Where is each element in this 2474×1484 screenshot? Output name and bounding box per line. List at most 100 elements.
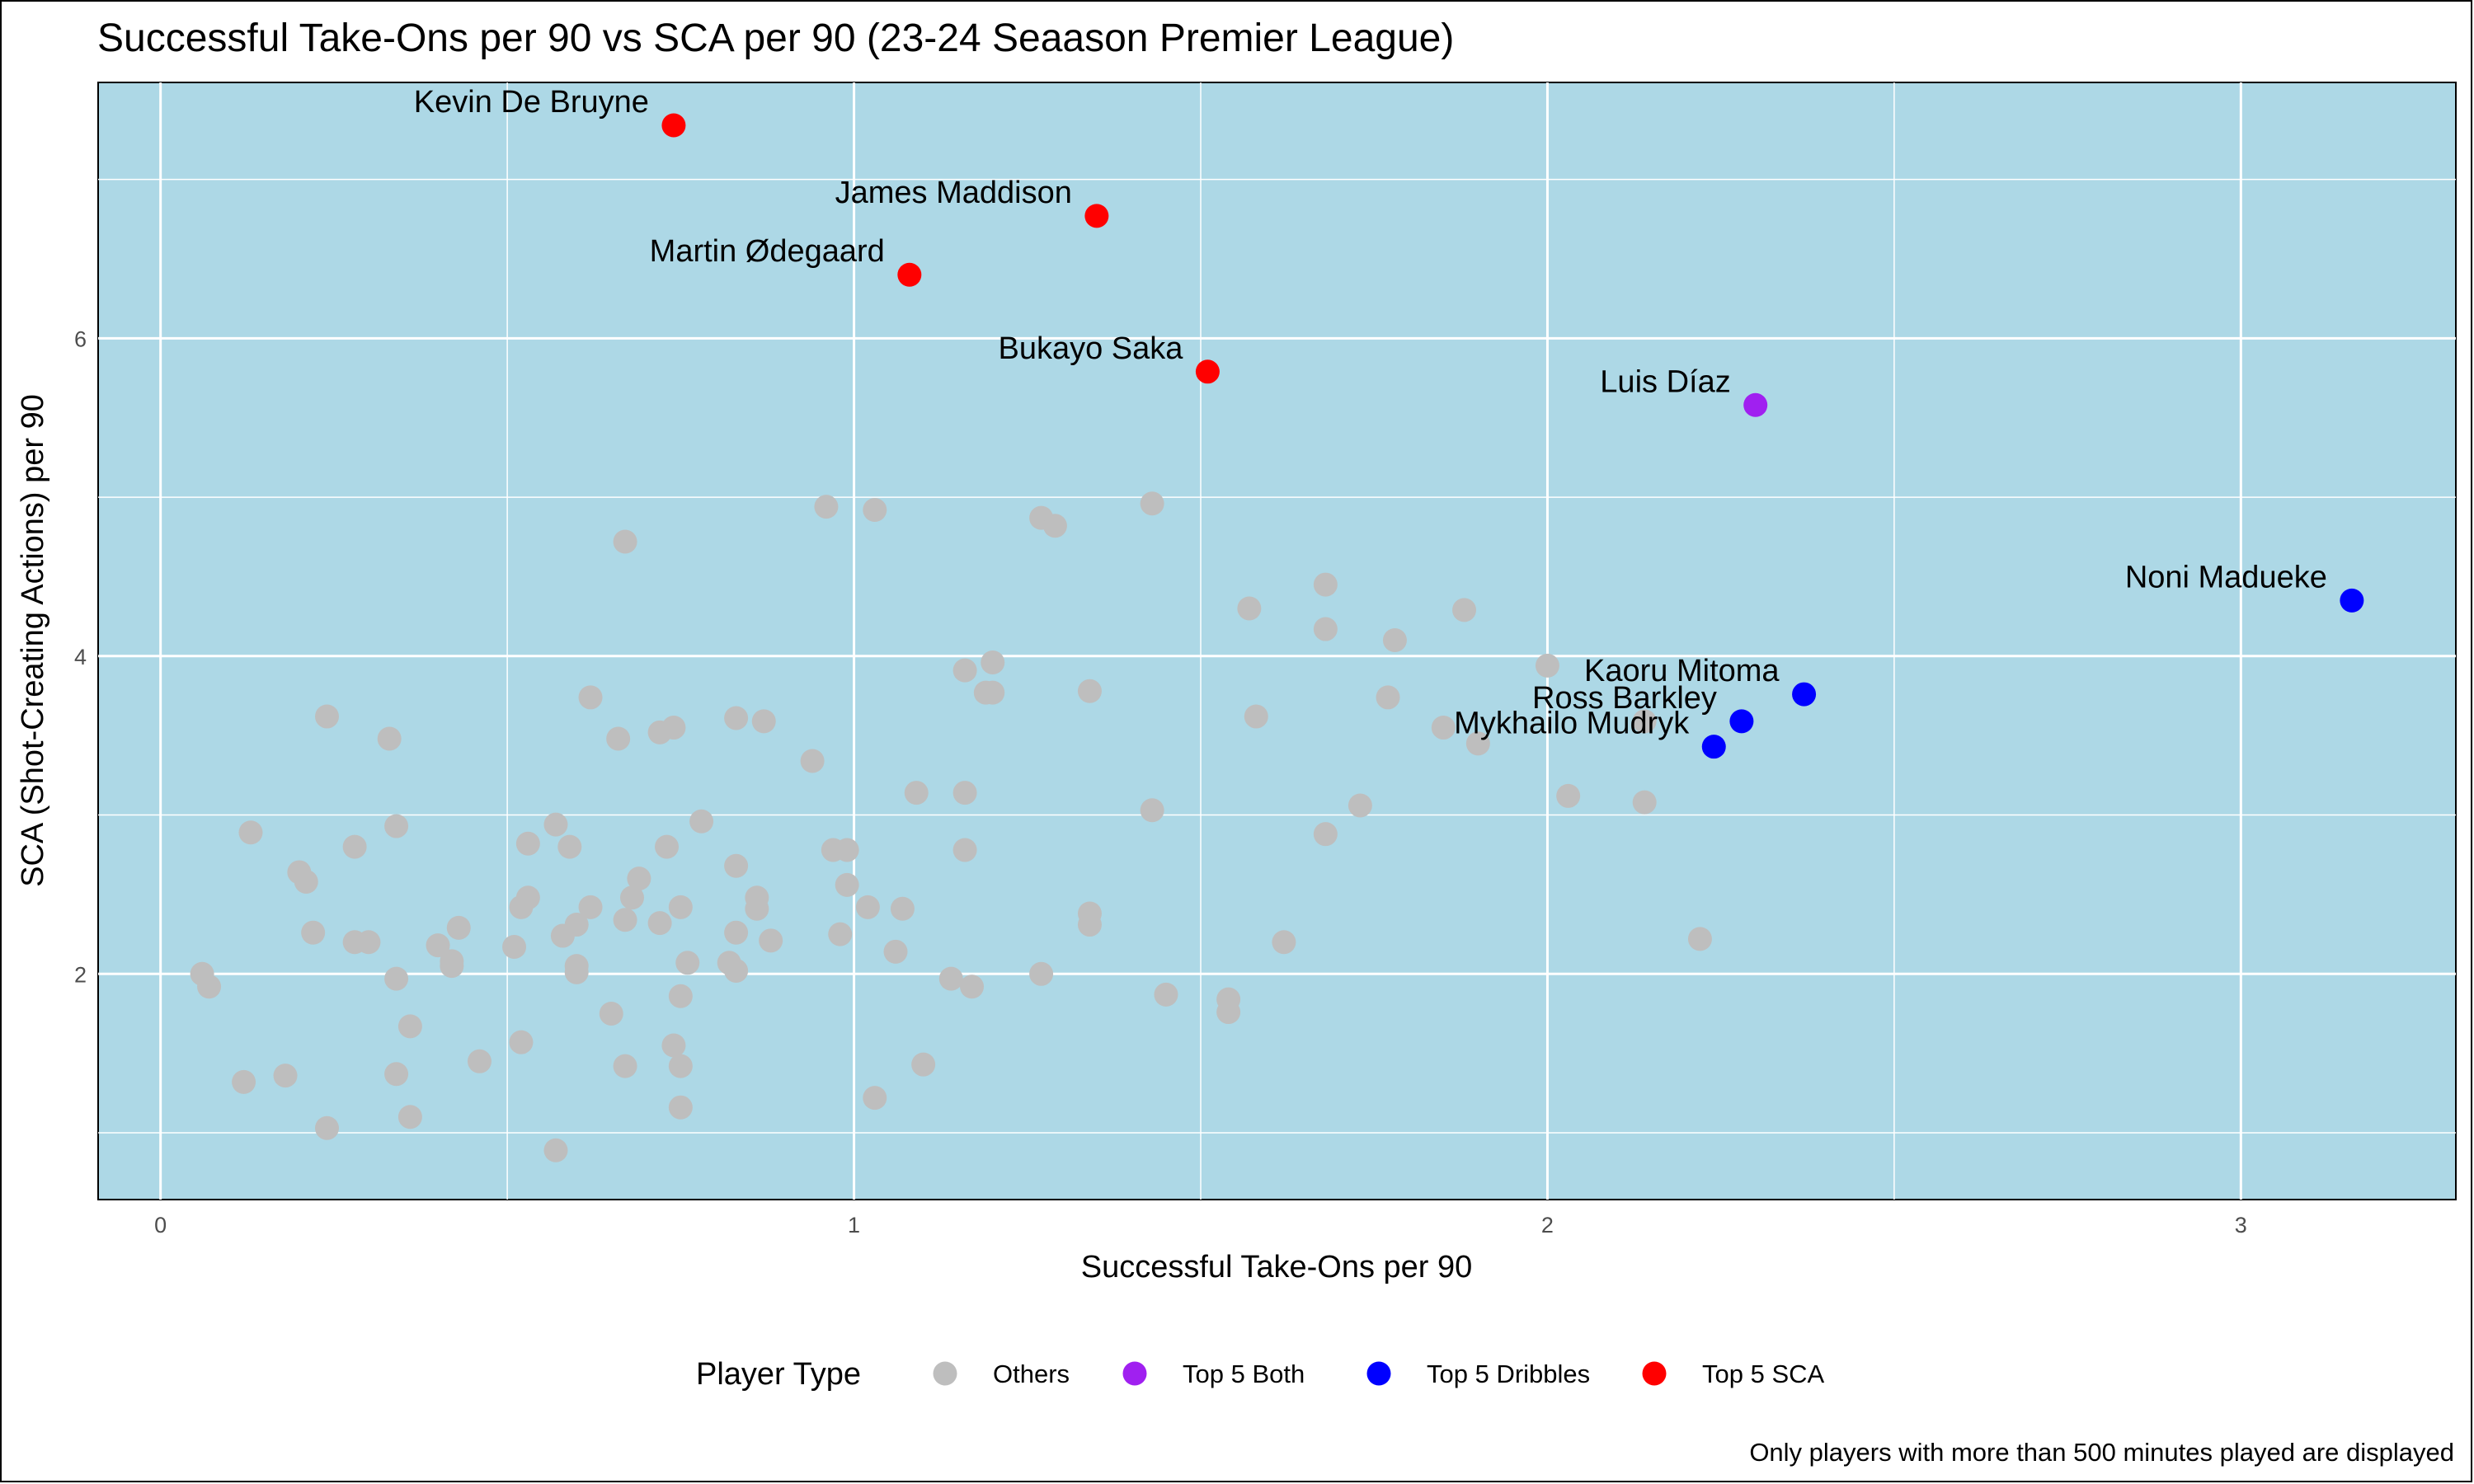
data-point bbox=[1313, 572, 1338, 597]
data-point bbox=[197, 974, 222, 999]
y-axis-ticks: 2 4 6 bbox=[74, 326, 87, 987]
chart-title: Successful Take-Ons per 90 vs SCA per 90… bbox=[97, 16, 1454, 60]
legend-label: Top 5 SCA bbox=[1702, 1360, 1825, 1388]
data-point bbox=[1140, 491, 1164, 516]
data-point bbox=[1029, 961, 1054, 986]
data-point bbox=[981, 650, 1005, 675]
data-point bbox=[232, 1069, 256, 1094]
data-point bbox=[751, 709, 776, 734]
data-point bbox=[1729, 709, 1754, 734]
data-point bbox=[342, 834, 367, 859]
data-point bbox=[440, 954, 464, 979]
point-label: Kaoru Mitoma bbox=[1584, 654, 1780, 688]
point-label: Martin Ødegaard bbox=[650, 234, 885, 269]
data-point bbox=[1452, 598, 1477, 622]
data-point bbox=[724, 920, 749, 945]
y-tick-label: 4 bbox=[74, 645, 87, 669]
data-point bbox=[384, 814, 409, 838]
data-point bbox=[981, 680, 1005, 705]
data-point bbox=[397, 1105, 422, 1129]
data-point bbox=[1431, 716, 1456, 740]
data-point bbox=[1195, 359, 1220, 384]
data-point bbox=[550, 923, 575, 948]
x-tick-label: 3 bbox=[2235, 1213, 2247, 1237]
data-point bbox=[2340, 588, 2364, 613]
data-point bbox=[1535, 653, 1559, 678]
data-point bbox=[1632, 790, 1657, 815]
data-point bbox=[724, 706, 749, 730]
data-point bbox=[911, 1052, 936, 1077]
data-point bbox=[1382, 628, 1407, 653]
data-point bbox=[855, 895, 880, 919]
data-point bbox=[655, 834, 680, 859]
data-point bbox=[661, 1033, 686, 1058]
data-point bbox=[1084, 204, 1109, 228]
legend-key bbox=[1366, 1361, 1391, 1386]
x-tick-label: 0 bbox=[154, 1213, 167, 1237]
data-point bbox=[273, 1064, 298, 1088]
data-point bbox=[377, 726, 402, 751]
legend-key bbox=[1122, 1361, 1147, 1386]
data-point bbox=[1140, 798, 1164, 823]
data-point bbox=[863, 497, 887, 522]
data-point bbox=[745, 896, 769, 921]
data-point bbox=[509, 895, 534, 919]
data-point bbox=[1244, 704, 1268, 729]
data-point bbox=[1077, 913, 1102, 937]
data-point bbox=[883, 939, 908, 964]
point-label: Luis Díaz bbox=[1600, 364, 1730, 399]
data-point bbox=[1313, 822, 1338, 847]
data-point bbox=[835, 838, 859, 862]
data-point bbox=[661, 113, 686, 138]
data-point bbox=[294, 870, 318, 895]
plot-panel bbox=[97, 82, 2457, 1200]
point-label: Kevin De Bruyne bbox=[414, 85, 649, 120]
data-point bbox=[384, 966, 409, 991]
data-point bbox=[952, 781, 977, 805]
grid-lines bbox=[98, 82, 2456, 1200]
legend-label: Others bbox=[993, 1360, 1070, 1388]
data-point bbox=[1743, 392, 1768, 417]
x-axis-ticks: 0 1 2 3 bbox=[154, 1213, 2247, 1237]
data-points bbox=[190, 113, 2364, 1162]
data-point bbox=[1556, 783, 1581, 808]
data-point bbox=[952, 838, 977, 862]
data-point bbox=[627, 866, 651, 891]
data-point bbox=[578, 895, 603, 919]
data-point bbox=[557, 834, 582, 859]
data-point bbox=[314, 704, 339, 729]
x-axis-title: Successful Take-Ons per 90 bbox=[1081, 1250, 1473, 1284]
data-point bbox=[606, 726, 631, 751]
point-label: Ross Barkley bbox=[1532, 681, 1717, 716]
data-point bbox=[1313, 617, 1338, 641]
data-point bbox=[426, 933, 450, 958]
legend-key bbox=[933, 1361, 957, 1386]
data-point bbox=[863, 1086, 887, 1111]
legend-label: Top 5 Both bbox=[1183, 1360, 1305, 1388]
data-point bbox=[668, 1095, 693, 1120]
data-point bbox=[668, 895, 693, 919]
data-point bbox=[1376, 685, 1400, 710]
data-point bbox=[613, 908, 637, 932]
data-point bbox=[578, 685, 603, 710]
data-point bbox=[897, 262, 922, 287]
data-point bbox=[301, 920, 326, 945]
point-labels: Kevin De Bruyne James Maddison Martin Ødeg… bbox=[414, 85, 2327, 741]
data-point bbox=[1154, 982, 1178, 1007]
data-point bbox=[543, 1138, 568, 1162]
legend: Player Type Others Top 5 Both Top 5 Dribbl… bbox=[696, 1357, 1825, 1392]
data-point bbox=[1216, 1000, 1241, 1025]
data-point bbox=[564, 960, 589, 984]
data-point bbox=[689, 809, 714, 834]
data-point bbox=[724, 853, 749, 878]
y-tick-label: 6 bbox=[74, 326, 87, 351]
data-point bbox=[314, 1115, 339, 1140]
data-point bbox=[509, 1030, 534, 1054]
y-axis-title: SCA (Shot-Creating Actions) per 90 bbox=[16, 394, 50, 887]
data-point bbox=[1348, 793, 1372, 818]
data-point bbox=[619, 885, 644, 910]
data-point bbox=[613, 529, 637, 554]
data-point bbox=[1632, 709, 1657, 734]
